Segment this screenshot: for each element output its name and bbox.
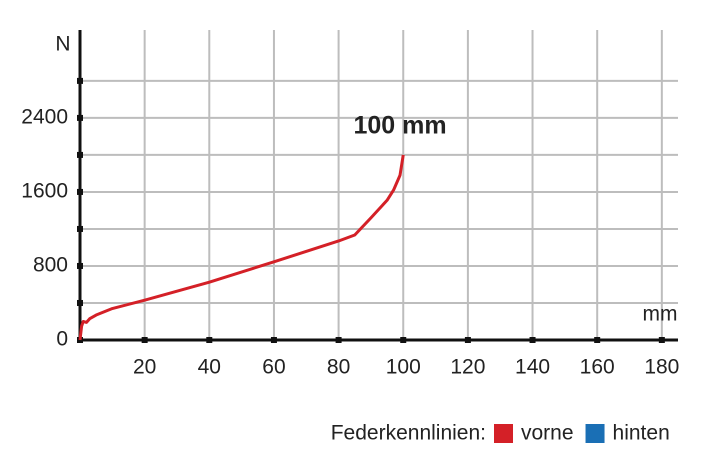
tick-mark [77,225,83,232]
x-tick-label: 120 [450,356,485,379]
y-tick-label: 2400 [21,105,68,128]
legend-swatch [585,424,605,443]
tick-mark [658,337,665,343]
tick-mark [335,337,342,343]
x-tick-label: 180 [644,356,679,379]
tick-mark [77,114,83,121]
tick-mark [77,262,83,269]
x-tick-label: 20 [133,356,156,379]
x-tick-label: 100 [386,356,421,379]
x-tick-label: 80 [327,356,350,379]
tick-mark [77,77,83,84]
tick-mark [464,337,471,343]
annotation: 100 mm [353,112,446,140]
x-axis-label: mm [643,303,678,326]
tick-mark [77,151,83,158]
legend-label: vorne [521,422,574,445]
tick-mark [141,337,148,343]
legend-title: Federkennlinien: [331,422,486,445]
tick-mark [77,188,83,195]
tick-mark [594,337,601,343]
y-tick-label: 0 [56,328,68,351]
tick-mark [270,337,277,343]
x-tick-label: 40 [198,356,221,379]
legend-swatch [494,424,513,443]
tick-mark [529,337,536,343]
legend-label: hinten [613,422,670,445]
tick-mark [77,299,83,306]
x-tick-label: 60 [262,356,285,379]
y-tick-label: 800 [33,254,68,277]
tick-mark [206,337,213,343]
y-axis-label: N [55,33,70,56]
y-tick-label: 1600 [21,179,68,202]
x-tick-label: 140 [515,356,550,379]
data-line [78,154,405,341]
x-tick-label: 160 [580,356,615,379]
tick-mark [400,337,407,343]
